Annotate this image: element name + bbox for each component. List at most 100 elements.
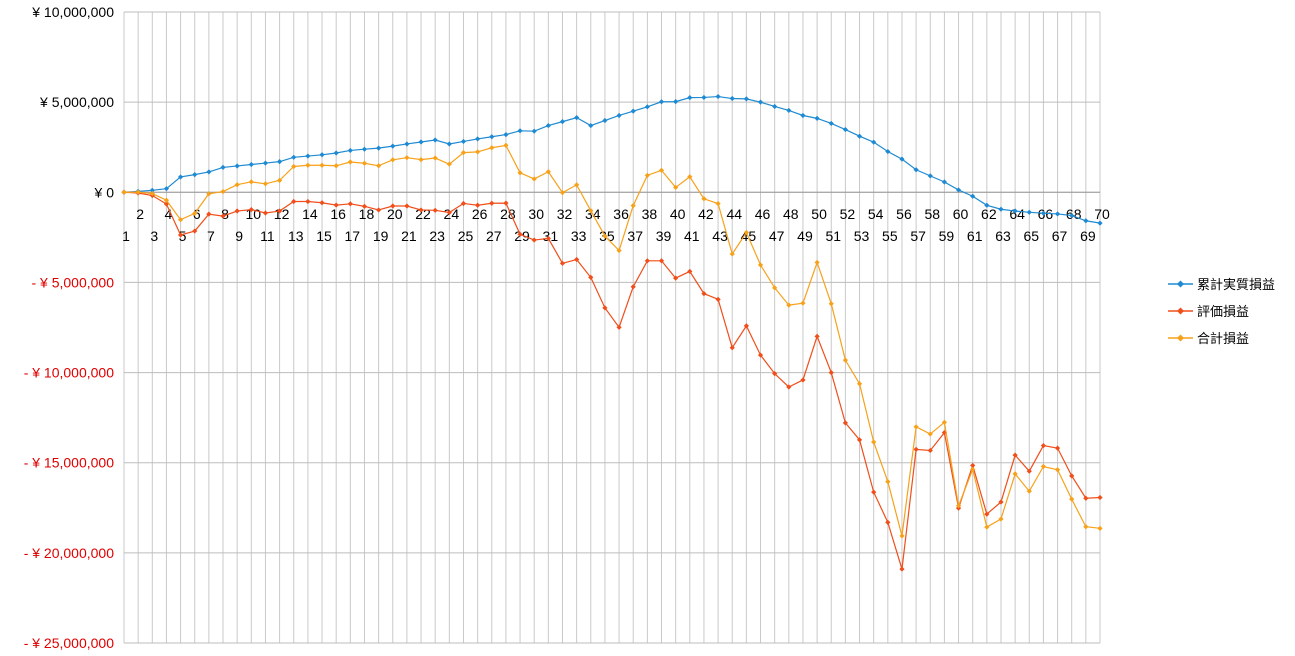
x-tick-label: 17 [345,228,361,244]
x-tick-label: 52 [840,206,856,222]
x-tick-label: 11 [260,228,275,244]
y-tick-label: - ¥ 15,000,000 [24,455,115,471]
x-tick-label: 36 [613,206,629,222]
legend-item: 合計損益 [1168,331,1249,346]
x-axis: 1234567891011121314151617181920212223242… [122,206,1110,244]
data-point [630,108,636,114]
data-point [616,112,622,119]
data-point [418,207,424,213]
data-point [658,99,665,105]
data-point [1040,210,1047,216]
data-point [376,207,382,213]
y-tick-label: ¥ 5,000,000 [39,94,114,110]
data-point [1097,494,1103,501]
data-point [927,447,933,454]
data-point [446,161,452,167]
x-tick-label: 46 [755,206,771,222]
x-tick-label: 64 [1009,206,1025,222]
data-point [333,163,339,169]
data-point [460,200,467,207]
x-tick-label: 21 [401,228,417,244]
x-tick-label: 40 [670,206,686,222]
data-point [729,95,735,102]
x-tick-label: 60 [953,206,969,222]
data-point [234,182,240,188]
data-point [432,207,438,213]
data-point [1083,524,1089,530]
x-tick-label: 33 [571,228,587,244]
x-tick-label: 38 [642,206,658,222]
x-tick-label: 24 [444,206,460,222]
data-point [390,157,396,163]
data-point [361,146,368,152]
data-point [1026,488,1032,494]
data-point [588,274,594,280]
data-point [319,162,325,168]
data-point [673,275,679,281]
data-point [814,259,820,266]
data-point [489,145,495,151]
legend-swatch-marker [1177,280,1184,288]
data-point [545,235,551,242]
data-point [984,524,990,530]
data-point [1069,496,1075,502]
x-tick-label: 8 [221,206,229,222]
data-point [1026,468,1032,474]
data-point [871,489,877,495]
x-tick-label: 6 [193,206,201,222]
data-point [616,324,622,330]
x-tick-label: 57 [910,228,926,244]
data-point [276,208,283,214]
x-tick-label: 26 [472,206,488,222]
data-point [460,138,467,145]
data-point [729,251,735,257]
data-point [262,210,269,216]
data-point [531,128,537,134]
data-point [475,136,481,142]
data-point [192,210,198,216]
data-point [1054,467,1061,473]
data-point [602,305,608,311]
data-point [927,173,933,179]
data-point [347,147,353,154]
x-tick-label: 30 [528,206,544,222]
y-tick-label: - ¥ 5,000,000 [31,274,114,290]
data-point [333,150,339,156]
x-tick-label: 55 [882,228,898,244]
data-point [404,155,410,161]
data-point [559,260,566,266]
data-point [842,126,848,133]
data-point [885,479,891,485]
data-point [517,128,523,134]
data-point [1012,452,1018,458]
series-0 [121,93,1103,226]
data-point [800,300,806,306]
legend: 累計実質損益 評価損益 合計損益 [1168,277,1275,346]
data-point [687,95,693,101]
data-point [899,156,905,162]
data-point [404,141,410,147]
data-point [276,177,283,183]
x-tick-label: 39 [656,228,672,244]
y-tick-label: - ¥ 20,000,000 [24,545,115,561]
data-point [446,141,452,147]
x-tick-label: 67 [1052,228,1068,244]
data-point [602,233,608,239]
data-point [743,96,749,102]
data-point [503,142,509,149]
data-point [531,176,537,182]
data-point [842,357,848,363]
data-point [998,206,1004,212]
data-point [828,369,834,376]
data-point [814,333,820,339]
data-point [772,285,778,291]
x-tick-label: 32 [557,206,573,222]
data-point [121,189,127,195]
x-tick-label: 69 [1080,228,1096,244]
data-point [291,154,297,160]
x-tick-label: 59 [939,228,955,244]
data-point [786,107,792,114]
x-tick-label: 62 [981,206,997,222]
x-tick-label: 37 [627,228,643,244]
